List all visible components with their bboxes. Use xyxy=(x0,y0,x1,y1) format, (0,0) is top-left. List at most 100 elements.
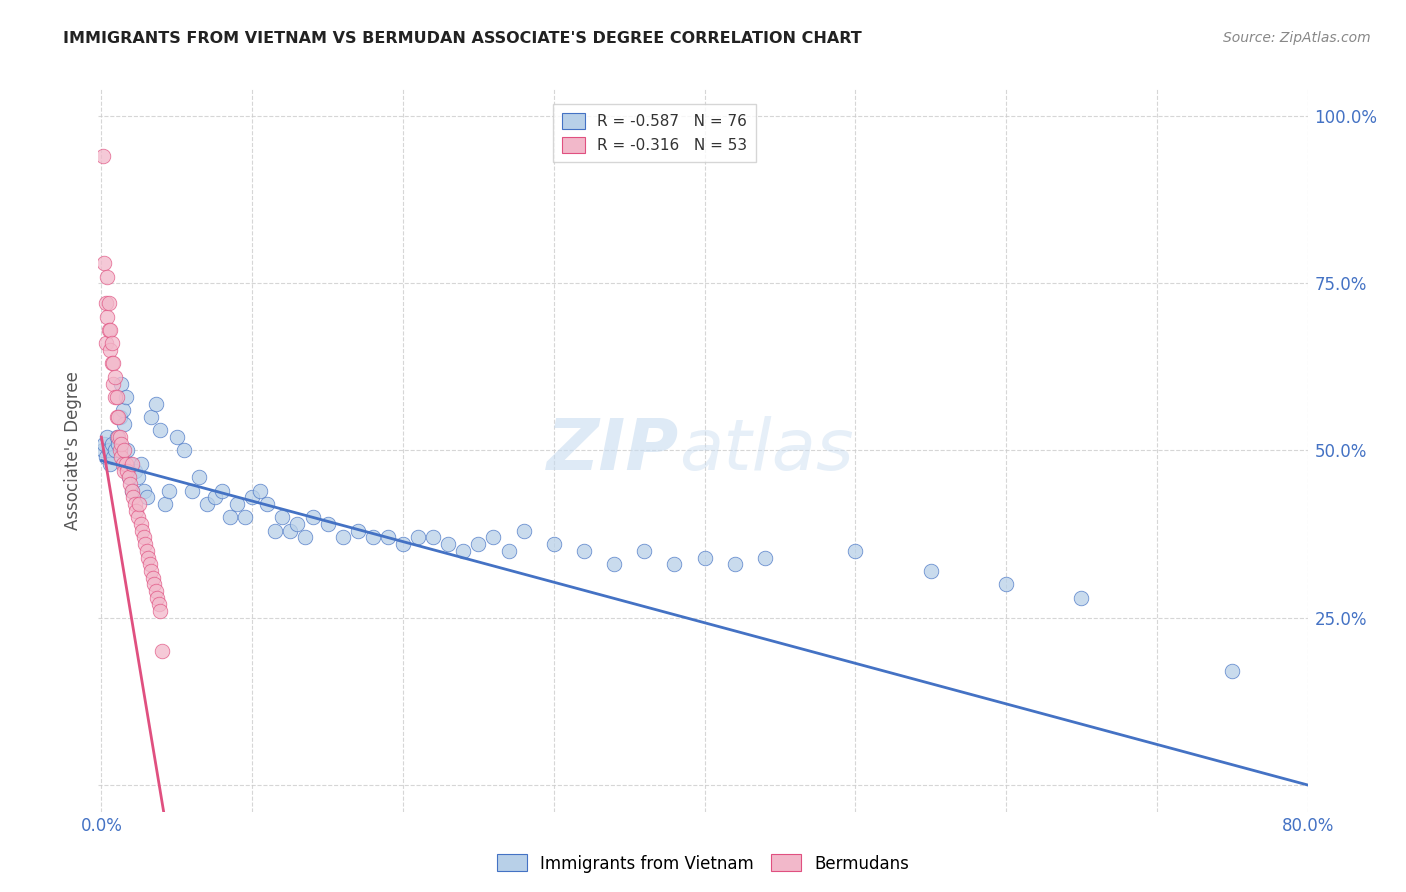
Point xyxy=(157,483,180,498)
Point xyxy=(138,557,160,572)
Point xyxy=(263,524,285,538)
Point xyxy=(173,443,195,458)
Point xyxy=(101,437,124,451)
Point xyxy=(107,430,129,444)
Point xyxy=(437,537,460,551)
Point xyxy=(127,470,149,484)
Point xyxy=(233,510,256,524)
Point xyxy=(271,510,294,524)
Point xyxy=(143,577,166,591)
Point xyxy=(142,571,165,585)
Point xyxy=(122,491,145,505)
Point xyxy=(105,430,128,444)
Point xyxy=(316,517,339,532)
Point xyxy=(128,497,150,511)
Point xyxy=(101,336,124,351)
Point xyxy=(204,491,226,505)
Point xyxy=(105,410,128,425)
Point xyxy=(103,450,125,465)
Point xyxy=(93,256,115,270)
Point xyxy=(754,550,776,565)
Point xyxy=(240,491,263,505)
Point xyxy=(96,310,118,324)
Point xyxy=(132,483,155,498)
Point xyxy=(467,537,489,551)
Point xyxy=(104,443,127,458)
Point xyxy=(693,550,716,565)
Point xyxy=(124,497,146,511)
Point xyxy=(114,457,136,471)
Point xyxy=(346,524,368,538)
Point xyxy=(132,530,155,544)
Point xyxy=(572,544,595,558)
Point xyxy=(195,497,218,511)
Point xyxy=(117,470,139,484)
Point xyxy=(121,483,143,498)
Point xyxy=(103,376,125,391)
Point xyxy=(482,530,505,544)
Point xyxy=(96,430,118,444)
Point xyxy=(920,564,942,578)
Point xyxy=(101,356,124,371)
Point xyxy=(120,457,142,471)
Point xyxy=(121,483,143,498)
Point xyxy=(287,517,309,532)
Text: ZIP: ZIP xyxy=(547,416,679,485)
Point xyxy=(294,530,316,544)
Point xyxy=(141,410,163,425)
Point xyxy=(392,537,415,551)
Point xyxy=(110,376,132,391)
Point xyxy=(211,483,233,498)
Point xyxy=(148,598,170,612)
Point xyxy=(150,644,173,658)
Point xyxy=(406,530,429,544)
Point xyxy=(112,443,135,458)
Point xyxy=(226,497,249,511)
Point xyxy=(91,149,114,163)
Point xyxy=(120,476,142,491)
Point xyxy=(377,530,399,544)
Point xyxy=(166,430,188,444)
Point xyxy=(153,497,176,511)
Text: Source: ZipAtlas.com: Source: ZipAtlas.com xyxy=(1223,31,1371,45)
Point xyxy=(110,437,132,451)
Point xyxy=(129,457,152,471)
Point xyxy=(141,564,163,578)
Text: atlas: atlas xyxy=(679,416,853,485)
Point xyxy=(124,464,146,478)
Point xyxy=(603,557,626,572)
Point xyxy=(100,457,122,471)
Text: IMMIGRANTS FROM VIETNAM VS BERMUDAN ASSOCIATE'S DEGREE CORRELATION CHART: IMMIGRANTS FROM VIETNAM VS BERMUDAN ASSO… xyxy=(63,31,862,46)
Point xyxy=(121,457,143,471)
Point xyxy=(188,470,211,484)
Point xyxy=(98,323,121,337)
Point xyxy=(149,424,172,438)
Point xyxy=(664,557,686,572)
Point xyxy=(127,510,149,524)
Point xyxy=(180,483,202,498)
Point xyxy=(145,584,167,599)
Point xyxy=(114,390,136,404)
Point xyxy=(91,443,114,458)
Point xyxy=(108,410,131,425)
Point xyxy=(1220,664,1243,679)
Point xyxy=(105,390,128,404)
Point xyxy=(93,437,115,451)
Point xyxy=(108,443,131,458)
Point xyxy=(108,430,131,444)
Point xyxy=(724,557,747,572)
Point xyxy=(115,464,138,478)
Point xyxy=(146,591,169,605)
Point xyxy=(498,544,520,558)
Point xyxy=(145,396,167,410)
Point xyxy=(512,524,534,538)
Point xyxy=(256,497,278,511)
Point xyxy=(112,417,135,431)
Point xyxy=(278,524,301,538)
Point xyxy=(117,470,139,484)
Point xyxy=(633,544,655,558)
Point xyxy=(135,544,157,558)
Point xyxy=(453,544,475,558)
Point xyxy=(1070,591,1092,605)
Point xyxy=(218,510,240,524)
